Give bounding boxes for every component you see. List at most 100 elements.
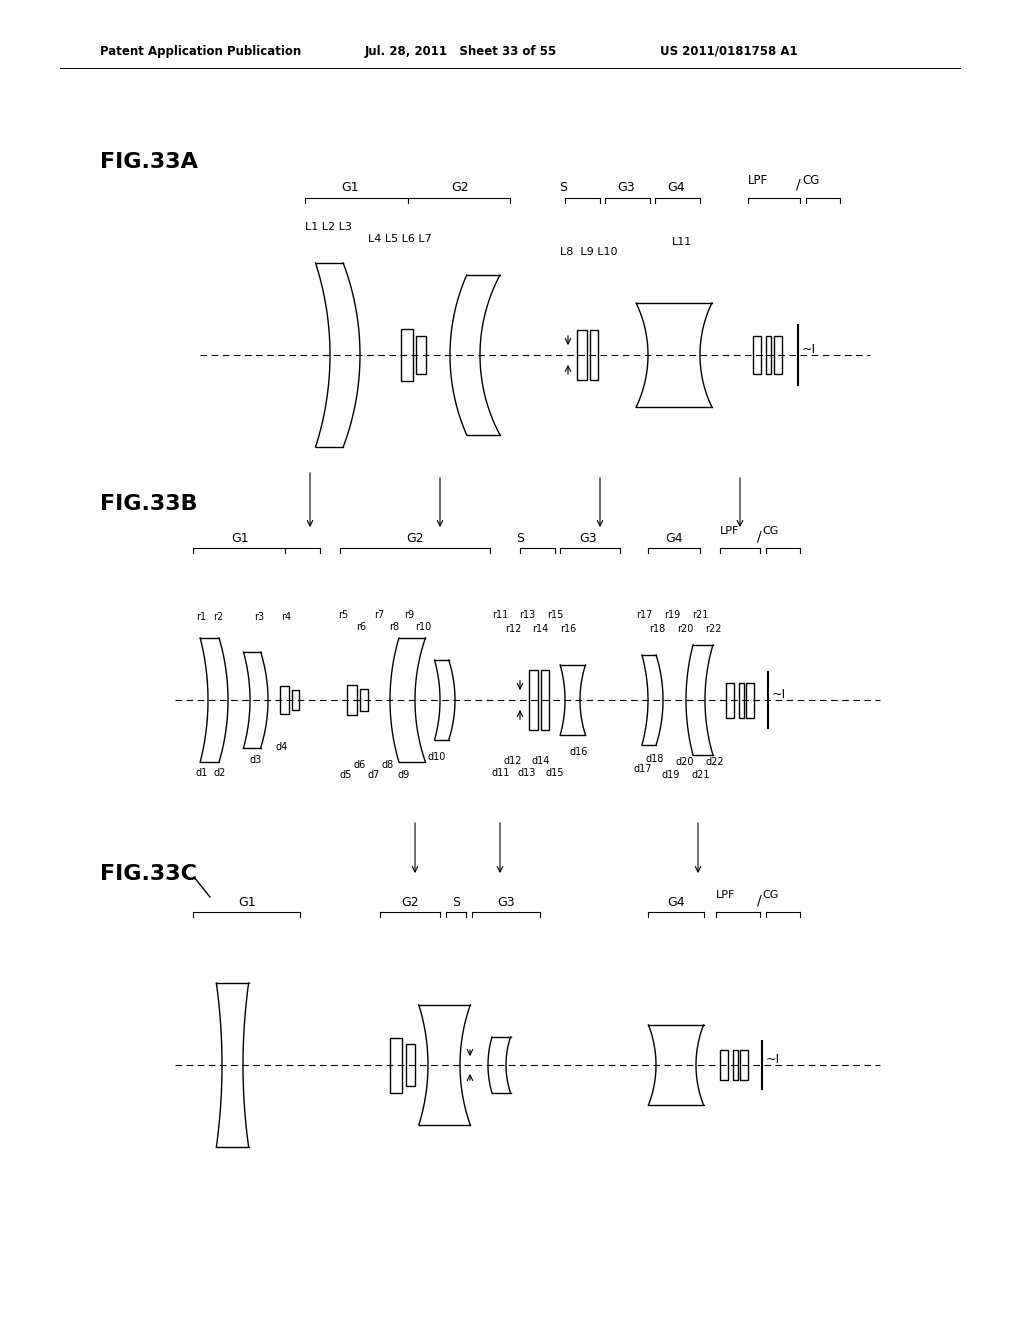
Text: G1: G1 [239, 896, 256, 909]
Bar [766, 337, 770, 374]
Text: r10: r10 [415, 622, 431, 632]
Text: r9: r9 [404, 610, 414, 620]
Text: ~I: ~I [766, 1053, 780, 1067]
Bar [406, 1044, 415, 1086]
Text: r12: r12 [505, 624, 521, 634]
Text: d4: d4 [276, 742, 288, 752]
Bar [774, 337, 782, 374]
Text: d14: d14 [531, 756, 549, 766]
Text: US 2011/0181758 A1: US 2011/0181758 A1 [660, 45, 798, 58]
Text: S: S [559, 181, 567, 194]
Text: d10: d10 [428, 752, 446, 762]
Text: d11: d11 [490, 768, 509, 777]
Text: r15: r15 [547, 610, 563, 620]
Bar [528, 671, 538, 730]
Text: r8: r8 [389, 622, 399, 632]
Bar [360, 689, 368, 711]
Text: LPF: LPF [716, 890, 735, 900]
Text: r3: r3 [254, 612, 264, 622]
Text: d22: d22 [706, 756, 725, 767]
Text: G4: G4 [668, 896, 685, 909]
Text: FIG.33C: FIG.33C [100, 865, 197, 884]
Text: G3: G3 [580, 532, 597, 545]
Text: d5: d5 [340, 770, 352, 780]
Text: d21: d21 [692, 770, 711, 780]
Text: r16: r16 [560, 624, 577, 634]
Text: FIG.33A: FIG.33A [100, 152, 198, 172]
Text: FIG.33B: FIG.33B [100, 494, 198, 513]
Bar [347, 685, 357, 715]
Text: L4 L5 L6 L7: L4 L5 L6 L7 [368, 234, 432, 244]
Text: /: / [757, 894, 762, 907]
Text: d7: d7 [368, 770, 380, 780]
Text: d20: d20 [676, 756, 694, 767]
Text: d8: d8 [382, 760, 394, 770]
Bar [753, 337, 761, 374]
Text: d13: d13 [517, 768, 536, 777]
Text: r11: r11 [492, 610, 508, 620]
Text: G3: G3 [498, 896, 515, 909]
Text: d6: d6 [354, 760, 367, 770]
Text: G4: G4 [668, 181, 685, 194]
Text: d19: d19 [662, 770, 680, 780]
Bar [590, 330, 598, 380]
Text: d12: d12 [503, 756, 521, 766]
Text: G2: G2 [452, 181, 469, 194]
Text: G2: G2 [401, 896, 419, 909]
Text: r2: r2 [213, 612, 223, 622]
Text: d2: d2 [213, 768, 225, 777]
Text: r18: r18 [649, 624, 666, 634]
Bar [720, 1049, 728, 1080]
Bar [577, 330, 587, 380]
Bar [726, 682, 734, 718]
Text: r13: r13 [519, 610, 536, 620]
Text: d16: d16 [570, 747, 589, 756]
Text: r1: r1 [196, 612, 206, 622]
Text: r21: r21 [692, 610, 709, 620]
Bar [280, 686, 289, 714]
Text: Jul. 28, 2011   Sheet 33 of 55: Jul. 28, 2011 Sheet 33 of 55 [365, 45, 557, 58]
Text: S: S [452, 896, 460, 909]
Text: L11: L11 [672, 238, 692, 247]
Bar [746, 682, 754, 718]
Text: r19: r19 [664, 610, 680, 620]
Bar [292, 690, 299, 710]
Bar [738, 682, 743, 718]
Text: ~I: ~I [802, 343, 816, 356]
Text: d3: d3 [250, 755, 262, 766]
Text: G1: G1 [231, 532, 249, 545]
Text: r20: r20 [677, 624, 693, 634]
Text: CG: CG [762, 890, 778, 900]
Text: d17: d17 [634, 764, 652, 774]
Text: Patent Application Publication: Patent Application Publication [100, 45, 301, 58]
Bar [401, 329, 413, 381]
Text: L8  L9 L10: L8 L9 L10 [560, 247, 617, 257]
Bar [740, 1049, 748, 1080]
Text: ~I: ~I [772, 688, 786, 701]
Text: d9: d9 [398, 770, 411, 780]
Text: r6: r6 [356, 622, 367, 632]
Text: G2: G2 [407, 532, 424, 545]
Text: G3: G3 [617, 181, 635, 194]
Text: CG: CG [802, 174, 819, 187]
Text: G4: G4 [666, 532, 683, 545]
Text: /: / [796, 178, 801, 191]
Text: LPF: LPF [720, 525, 739, 536]
Text: CG: CG [762, 525, 778, 536]
Text: d15: d15 [545, 768, 563, 777]
Text: r5: r5 [338, 610, 348, 620]
Bar [732, 1049, 737, 1080]
Text: r4: r4 [281, 612, 291, 622]
Text: LPF: LPF [748, 174, 768, 187]
Text: d1: d1 [196, 768, 208, 777]
Text: S: S [516, 532, 524, 545]
Text: r7: r7 [374, 610, 384, 620]
Text: L1 L2 L3: L1 L2 L3 [305, 222, 352, 232]
Text: G1: G1 [341, 181, 358, 194]
Bar [541, 671, 549, 730]
Bar [390, 1038, 402, 1093]
Text: r17: r17 [636, 610, 652, 620]
Text: r22: r22 [705, 624, 722, 634]
Text: d18: d18 [646, 754, 665, 764]
Text: r14: r14 [532, 624, 548, 634]
